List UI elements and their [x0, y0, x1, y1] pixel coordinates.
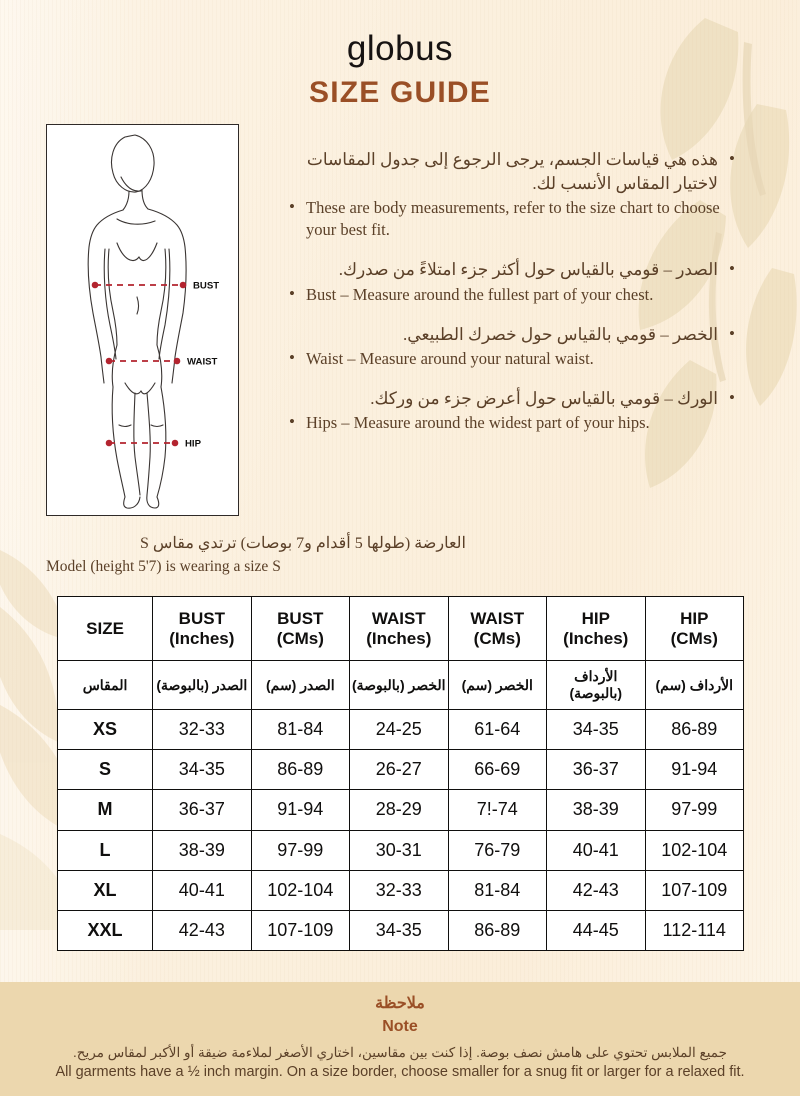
size-chart-table: SIZE BUST (Inches) BUST (CMs) WAIST (Inc… [56, 596, 744, 952]
instruction-2-ar: الخصر – قومي بالقياس حول خصرك الطبيعي. [286, 322, 738, 347]
table-row: XS 32-33 81-84 24-25 61-64 34-35 86-89 [56, 708, 744, 751]
header-waist-cms: WAIST (CMs) [447, 596, 548, 661]
female-body-illustration: BUST WAIST HIP [87, 134, 219, 509]
cell-measurement: 44-45 [546, 909, 646, 952]
cell-measurement: 32-33 [349, 869, 449, 911]
table-header-row-ar: المقاس الصدر (بالبوصة) الصدر (سم) الخصر … [56, 660, 744, 710]
footer-title-en: Note [382, 1017, 418, 1035]
cell-measurement: 40-41 [546, 829, 646, 871]
cell-measurement: 34-35 [152, 749, 252, 791]
hip-point-right [171, 439, 179, 447]
header-hip-inches: HIP (Inches) [546, 596, 646, 661]
cell-measurement: 34-35 [349, 909, 449, 952]
cell-measurement: 24-25 [349, 708, 449, 751]
cell-measurement: 112-114 [644, 909, 744, 952]
cell-size-label: XXL [56, 909, 154, 952]
cell-measurement: 97-99 [644, 789, 744, 831]
footer-title-ar: ملاحظة [375, 995, 425, 1012]
header-bust-inches: BUST (Inches) [152, 596, 252, 661]
cell-measurement: 81-84 [447, 869, 548, 911]
instruction-0-en: These are body measurements, refer to th… [286, 196, 738, 241]
bust-label: BUST [193, 281, 219, 292]
page-title: SIZE GUIDE [308, 76, 492, 109]
header-ar-waist-inches: الخصر (بالبوصة) [349, 660, 449, 710]
model-caption-en: Model (height 5'7) is wearing a size S [46, 557, 281, 575]
table-row: L 38-39 97-99 30-31 76-79 40-41 102-104 [56, 829, 744, 871]
cell-measurement: 7!-74 [447, 789, 548, 831]
footer-body-en: All garments have a ½ inch margin. On a … [55, 1063, 745, 1080]
cell-size-label: L [56, 829, 154, 871]
instruction-1-ar: الصدر – قومي بالقياس حول أكثر جزء امتلاء… [286, 257, 738, 282]
cell-size-label: XL [56, 869, 154, 911]
instructions-list: هذه هي قياسات الجسم، يرجى الرجوع إلى جدو… [286, 147, 738, 435]
instruction-group-bust: الصدر – قومي بالقياس حول أكثر جزء امتلاء… [286, 257, 738, 306]
header-ar-waist-cms: الخصر (سم) [447, 660, 548, 710]
cell-measurement: 32-33 [152, 708, 252, 751]
footer-body-ar: جميع الملابس تحتوي على هامش نصف بوصة. إذ… [73, 1044, 727, 1060]
cell-measurement: 86-89 [447, 909, 548, 952]
cell-measurement: 102-104 [644, 829, 744, 871]
instruction-group-general: هذه هي قياسات الجسم، يرجى الرجوع إلى جدو… [286, 147, 738, 241]
cell-measurement: 86-89 [644, 708, 744, 751]
waist-point-right [173, 357, 181, 365]
cell-size-label: M [56, 789, 154, 831]
instruction-3-en: Hips – Measure around the widest part of… [286, 411, 738, 434]
header-bust-cms: BUST (CMs) [250, 596, 351, 661]
header-ar-hip-cms: الأرداف (سم) [644, 660, 744, 710]
table-row: M 36-37 91-94 28-29 7!-74 38-39 97-99 [56, 789, 744, 831]
cell-measurement: 91-94 [250, 789, 351, 831]
hip-label: HIP [185, 439, 202, 450]
instruction-3-ar: الورك – قومي بالقياس حول أعرض جزء من ورك… [286, 386, 738, 411]
cell-measurement: 97-99 [250, 829, 351, 871]
table-header-row-en: SIZE BUST (Inches) BUST (CMs) WAIST (Inc… [56, 596, 744, 661]
header-ar-bust-inches: الصدر (بالبوصة) [152, 660, 252, 710]
table-row: XL 40-41 102-104 32-33 81-84 42-43 107-109 [56, 869, 744, 911]
table-row: XXL 42-43 107-109 34-35 86-89 44-45 112-114 [56, 909, 744, 952]
cell-measurement: 40-41 [152, 869, 252, 911]
cell-measurement: 102-104 [250, 869, 351, 911]
cell-measurement: 76-79 [447, 829, 548, 871]
waist-point-left [105, 357, 113, 365]
cell-measurement: 107-109 [644, 869, 744, 911]
cell-measurement: 86-89 [250, 749, 351, 791]
header-hip-cms: HIP (CMs) [644, 596, 744, 661]
cell-measurement: 81-84 [250, 708, 351, 751]
cell-measurement: 38-39 [546, 789, 646, 831]
instruction-group-hips: الورك – قومي بالقياس حول أعرض جزء من ورك… [286, 386, 738, 434]
bust-point-right [179, 281, 187, 289]
cell-measurement: 91-94 [644, 749, 744, 791]
cell-measurement: 34-35 [546, 708, 646, 751]
bust-point-left [91, 281, 99, 289]
cell-measurement: 66-69 [447, 749, 548, 791]
header-ar-bust-cms: الصدر (سم) [250, 660, 351, 710]
instruction-1-en: Bust – Measure around the fullest part o… [286, 283, 738, 306]
instruction-group-waist: الخصر – قومي بالقياس حول خصرك الطبيعي. W… [286, 322, 738, 370]
cell-measurement: 30-31 [349, 829, 449, 871]
cell-measurement: 107-109 [250, 909, 351, 952]
header-waist-inches: WAIST (Inches) [349, 596, 449, 661]
hip-point-left [105, 439, 113, 447]
instruction-0-ar: هذه هي قياسات الجسم، يرجى الرجوع إلى جدو… [286, 147, 738, 196]
cell-measurement: 42-43 [152, 909, 252, 952]
waist-label: WAIST [187, 357, 218, 368]
model-caption-ar: العارضة (طولها 5 أقدام و7 بوصات) ترتدي م… [139, 535, 466, 552]
model-caption: العارضة (طولها 5 أقدام و7 بوصات) ترتدي م… [46, 533, 466, 578]
cell-size-label: XS [56, 708, 154, 751]
cell-measurement: 42-43 [546, 869, 646, 911]
model-figure-panel: BUST WAIST HIP [46, 124, 239, 516]
instruction-2-en: Waist – Measure around your natural wais… [286, 347, 738, 370]
cell-measurement: 38-39 [152, 829, 252, 871]
cell-measurement: 36-37 [152, 789, 252, 831]
brand-logo: globus [346, 29, 454, 68]
cell-measurement: 26-27 [349, 749, 449, 791]
header-ar-hip-inches: الأرداف (بالبوصة) [546, 660, 646, 710]
cell-size-label: S [56, 749, 154, 791]
header-size: SIZE [56, 596, 154, 661]
cell-measurement: 28-29 [349, 789, 449, 831]
cell-measurement: 61-64 [447, 708, 548, 751]
footer-note: ملاحظة Note جميع الملابس تحتوي على هامش … [0, 982, 800, 1096]
table-row: S 34-35 86-89 26-27 66-69 36-37 91-94 [56, 749, 744, 791]
header-ar-size: المقاس [56, 660, 154, 710]
cell-measurement: 36-37 [546, 749, 646, 791]
